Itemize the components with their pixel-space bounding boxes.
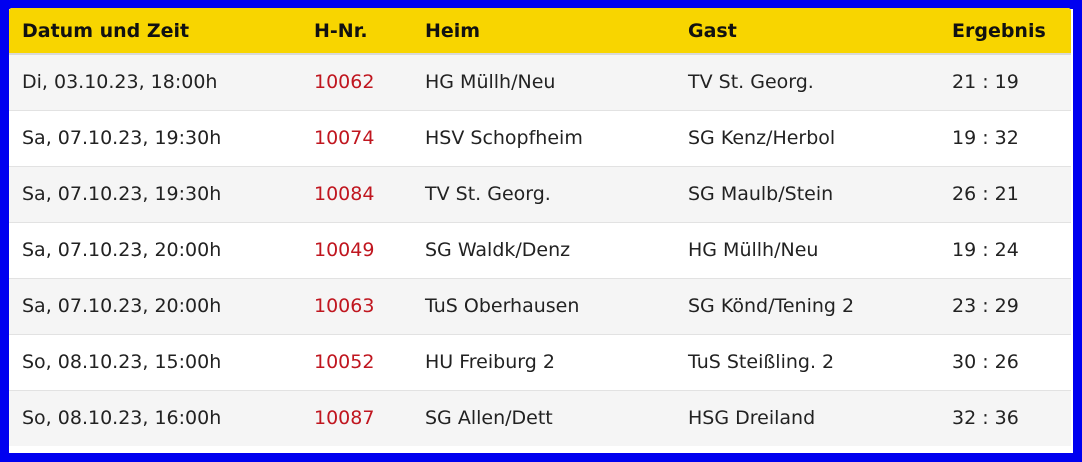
cell-home-team: TV St. Georg. xyxy=(412,165,675,222)
cell-guest-team: TuS Steißling. 2 xyxy=(675,333,939,390)
cell-game-number-link[interactable]: 10084 xyxy=(301,165,412,222)
results-table-container: Datum und Zeit H-Nr. Heim Gast Ergebnis … xyxy=(9,8,1071,451)
cell-datetime: Sa, 07.10.23, 19:30h xyxy=(9,109,301,166)
cell-result: 19 : 24 xyxy=(939,221,1071,278)
cell-game-number-link[interactable]: 10063 xyxy=(301,277,412,334)
cell-guest-team: SG Könd/Tening 2 xyxy=(675,277,939,334)
cell-guest-team: TV St. Georg. xyxy=(675,53,939,110)
cell-game-number-link[interactable]: 10087 xyxy=(301,389,412,446)
cell-game-number-link[interactable]: 10062 xyxy=(301,53,412,110)
cell-game-number-link[interactable]: 10074 xyxy=(301,109,412,166)
cell-datetime: Sa, 07.10.23, 20:00h xyxy=(9,277,301,334)
cell-home-team: SG Allen/Dett xyxy=(412,389,675,446)
cell-guest-team: HG Müllh/Neu xyxy=(675,221,939,278)
cell-result: 23 : 29 xyxy=(939,277,1071,334)
table-row: Sa, 07.10.23, 20:00h 10063 TuS Oberhause… xyxy=(9,277,1071,334)
table-header-row: Datum und Zeit H-Nr. Heim Gast Ergebnis xyxy=(9,8,1071,55)
table-row: Sa, 07.10.23, 19:30h 10074 HSV Schopfhei… xyxy=(9,109,1071,166)
cell-datetime: Di, 03.10.23, 18:00h xyxy=(9,53,301,110)
table-row: Sa, 07.10.23, 19:30h 10084 TV St. Georg.… xyxy=(9,165,1071,222)
table-row: Di, 03.10.23, 18:00h 10062 HG Müllh/Neu … xyxy=(9,53,1071,110)
cell-datetime: Sa, 07.10.23, 20:00h xyxy=(9,221,301,278)
cell-result: 19 : 32 xyxy=(939,109,1071,166)
cell-home-team: HU Freiburg 2 xyxy=(412,333,675,390)
header-datetime: Datum und Zeit xyxy=(9,8,301,55)
cell-datetime: So, 08.10.23, 16:00h xyxy=(9,389,301,446)
cell-home-team: HG Müllh/Neu xyxy=(412,53,675,110)
cell-game-number-link[interactable]: 10049 xyxy=(301,221,412,278)
header-guest: Gast xyxy=(675,8,939,55)
cell-game-number-link[interactable]: 10052 xyxy=(301,333,412,390)
table-row: So, 08.10.23, 16:00h 10087 SG Allen/Dett… xyxy=(9,389,1071,446)
cell-datetime: So, 08.10.23, 15:00h xyxy=(9,333,301,390)
header-result: Ergebnis xyxy=(939,8,1071,55)
cell-result: 21 : 19 xyxy=(939,53,1071,110)
cell-result: 26 : 21 xyxy=(939,165,1071,222)
header-game-number: H-Nr. xyxy=(301,8,412,55)
cell-result: 30 : 26 xyxy=(939,333,1071,390)
table-row: So, 08.10.23, 15:00h 10052 HU Freiburg 2… xyxy=(9,333,1071,390)
cell-guest-team: HSG Dreiland xyxy=(675,389,939,446)
cell-guest-team: SG Kenz/Herbol xyxy=(675,109,939,166)
cell-home-team: HSV Schopfheim xyxy=(412,109,675,166)
results-table: Datum und Zeit H-Nr. Heim Gast Ergebnis … xyxy=(9,8,1071,446)
cell-home-team: SG Waldk/Denz xyxy=(412,221,675,278)
cell-guest-team: SG Maulb/Stein xyxy=(675,165,939,222)
header-home: Heim xyxy=(412,8,675,55)
cell-datetime: Sa, 07.10.23, 19:30h xyxy=(9,165,301,222)
cell-home-team: TuS Oberhausen xyxy=(412,277,675,334)
cell-result: 32 : 36 xyxy=(939,389,1071,446)
table-row: Sa, 07.10.23, 20:00h 10049 SG Waldk/Denz… xyxy=(9,221,1071,278)
